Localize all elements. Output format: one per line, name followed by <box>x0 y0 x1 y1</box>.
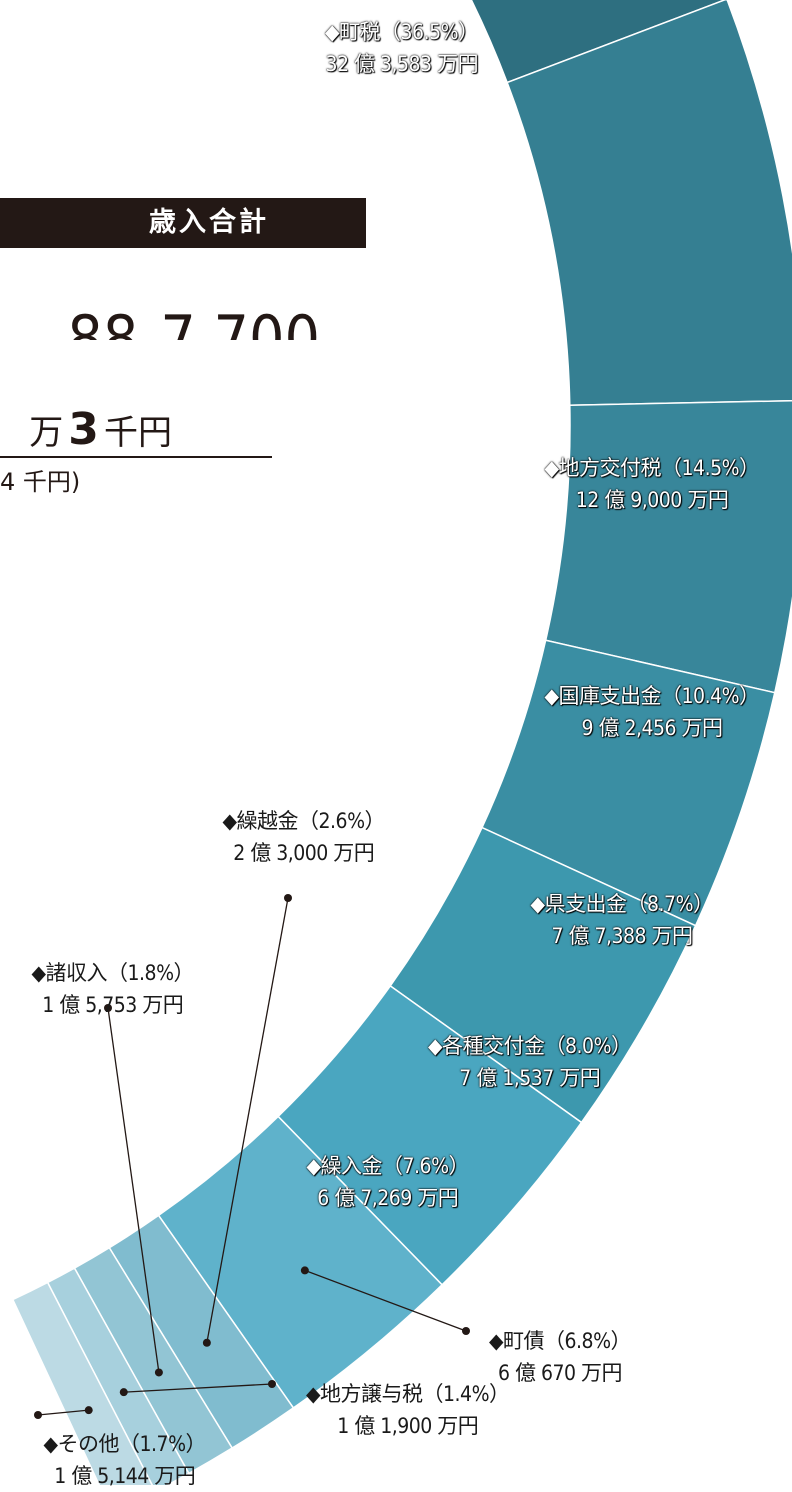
total-man-number: 7,700 <box>160 302 320 340</box>
slice-label-4: ◆各種交付金（8.0%） 7 億 1,537 万円 <box>428 1030 632 1094</box>
per-person-man-unit: 万 <box>29 413 64 453</box>
slice-label-name: ◆地方譲与税（1.4%） <box>306 1382 510 1406</box>
per-person-sen-unit: 千円 <box>104 413 172 453</box>
slice-label-8: ◆諸収入（1.8%） 1 億 5,753 万円 <box>32 957 195 1021</box>
leader-line-7 <box>206 897 289 1343</box>
slice-label-name: ◆地方交付税（14.5%） <box>544 456 761 480</box>
leader-dot-8-1 <box>104 1004 112 1012</box>
leader-line-9 <box>123 1383 273 1393</box>
slice-label-10: ◆その他（1.7%） 1 億 5,144 万円 <box>44 1428 207 1492</box>
slice-label-amount: 7 億 7,388 万円 <box>551 924 693 948</box>
slice-label-amount: 2 億 3,000 万円 <box>233 841 375 865</box>
leader-dot-6-0 <box>300 1266 309 1275</box>
leader-dot-10-1 <box>34 1411 42 1419</box>
leader-dot-7-1 <box>284 894 292 902</box>
slice-label-2: ◆国庫支出金（10.4%） 9 億 2,456 万円 <box>544 680 761 744</box>
slice-label-name: ◆町債（6.8%） <box>489 1329 632 1353</box>
slice-label-name: ◆繰越金（2.6%） <box>222 809 386 833</box>
slice-10 <box>11 1281 154 1485</box>
slice-label-amount: 1 億 5,753 万円 <box>42 993 184 1017</box>
per-person-amount: 万 3 千円 <box>29 404 172 455</box>
slice-1 <box>506 0 792 407</box>
slice-label-1: ◆地方交付税（14.5%） 12 億 9,000 万円 <box>544 452 761 516</box>
per-person-subtext: 4 千円) <box>0 468 81 496</box>
per-person-amount-box: 万 3 千円 <box>0 400 272 458</box>
slice-label-amount: 6 億 7,269 万円 <box>317 1186 459 1210</box>
slice-label-name: ◆国庫支出金（10.4%） <box>544 684 761 708</box>
slice-label-7: ◆繰越金（2.6%） 2 億 3,000 万円 <box>223 805 386 869</box>
slice-label-amount: 1 億 1,900 万円 <box>337 1414 479 1438</box>
slice-label-amount: 32 億 3,583 万円 <box>325 52 479 76</box>
slice-label-amount: 7 億 1,537 万円 <box>459 1066 601 1090</box>
slice-label-3: ◆県支出金（8.7%） 7 億 7,388 万円 <box>530 888 715 952</box>
total-revenue-panel: 歳入合計 88億7,700万円 <box>0 198 366 340</box>
leader-dot-9-0 <box>119 1388 128 1397</box>
leader-dot-10-0 <box>84 1406 93 1415</box>
slice-label-name: ◆その他（1.7%） <box>43 1432 207 1456</box>
slice-label-name: ◆各種交付金（8.0%） <box>428 1034 632 1058</box>
leader-dot-8-0 <box>154 1368 163 1377</box>
slice-label-name: ◆県支出金（8.7%） <box>530 892 715 916</box>
slice-label-amount: 12 億 9,000 万円 <box>575 488 729 512</box>
slice-label-0: ◆町税（36.5%） 32 億 3,583 万円 <box>325 16 479 80</box>
leader-dot-9-1 <box>268 1380 276 1388</box>
slice-0 <box>470 0 727 84</box>
slice-label-amount: 9 億 2,456 万円 <box>581 716 723 740</box>
leader-line-10 <box>37 1409 89 1416</box>
leader-dot-6-1 <box>462 1327 470 1335</box>
leader-line-6 <box>304 1269 467 1332</box>
slice-label-5: ◆繰入金（7.6%） 6 億 7,269 万円 <box>307 1150 470 1214</box>
leader-dot-7-0 <box>202 1338 211 1347</box>
slice-label-name: ◆諸収入（1.8%） <box>31 961 195 985</box>
slice-label-6: ◆町債（6.8%） 6 億 670 万円 <box>489 1325 632 1389</box>
total-amount: 88億7,700万円 <box>67 302 364 340</box>
slice-label-name: ◆町税（36.5%） <box>325 20 479 44</box>
slice-label-name: ◆繰入金（7.6%） <box>306 1154 470 1178</box>
leader-line-8 <box>107 1007 160 1373</box>
slice-label-amount: 1 億 5,144 万円 <box>54 1464 196 1488</box>
per-person-sen-number: 3 <box>68 404 99 455</box>
slice-label-amount: 6 億 670 万円 <box>497 1361 623 1385</box>
total-heading: 歳入合計 <box>0 198 366 248</box>
slice-label-9: ◆地方譲与税（1.4%） 1 億 1,900 万円 <box>306 1378 510 1442</box>
total-oku-number: 88 <box>67 302 139 340</box>
